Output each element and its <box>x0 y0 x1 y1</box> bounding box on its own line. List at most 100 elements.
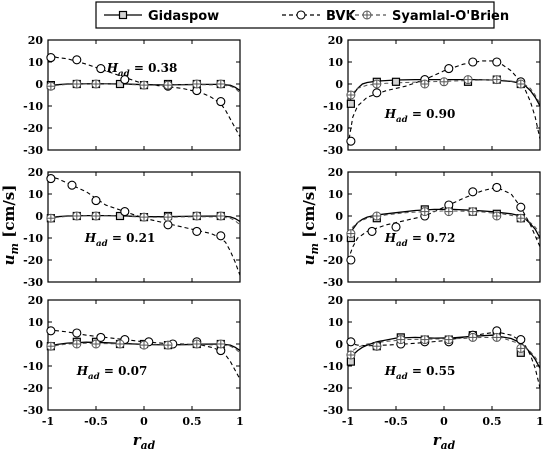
data-point-plus-circle <box>469 333 477 341</box>
y-tick-label: -30 <box>23 404 43 417</box>
y-tick-label: 0 <box>335 210 343 223</box>
legend-label: Syamlal-O'Brien <box>392 9 509 24</box>
data-point-plus-circle <box>373 342 381 350</box>
y-tick-label: -30 <box>323 276 343 289</box>
data-point-plus-circle <box>116 340 124 348</box>
y-tick-label: -20 <box>323 382 343 395</box>
data-point-circle <box>217 98 225 106</box>
legend-marker <box>363 11 371 19</box>
plot-frame <box>48 300 240 410</box>
y-tick-label: -20 <box>323 122 343 135</box>
x-tick-label: -1 <box>42 415 54 428</box>
x-tick-label: 0 <box>140 415 148 428</box>
data-point-plus-circle <box>47 214 55 222</box>
data-point-square <box>393 78 400 85</box>
x-tick-label: 0.5 <box>182 415 201 428</box>
data-point-circle <box>47 54 55 62</box>
y-tick-label: -20 <box>323 254 343 267</box>
data-point-plus-circle <box>193 340 201 348</box>
data-point-circle <box>347 256 355 264</box>
y-tick-label: 20 <box>328 294 344 307</box>
y-tick-label: 0 <box>335 338 343 351</box>
y-tick-label: -10 <box>23 232 43 245</box>
y-axis-label-text: um [cm/s] <box>0 185 21 266</box>
panel-4: -1 -0.5 0 0.5 1 20 10 0 -10 -20 -30 Had = 0.07 <box>23 294 244 428</box>
data-point-circle <box>73 329 81 337</box>
data-point-circle <box>493 58 501 66</box>
data-point-plus-circle <box>373 80 381 88</box>
y-tick-label: -30 <box>323 144 343 157</box>
data-point-plus-circle <box>164 213 172 221</box>
data-point-plus-circle <box>217 212 225 220</box>
data-point-plus-circle <box>164 81 172 89</box>
y-tick-label: 20 <box>28 166 44 179</box>
data-point-plus-circle <box>140 81 148 89</box>
panel-1: 20 10 0 -10 -20 -30 Had = 0.90 <box>323 34 540 157</box>
data-point-plus-circle <box>440 78 448 86</box>
data-point-plus-circle <box>421 336 429 344</box>
data-point-plus-circle <box>47 82 55 90</box>
y-tick-label: 20 <box>28 294 44 307</box>
y-tick-label: -30 <box>23 144 43 157</box>
data-point-circle <box>469 188 477 196</box>
y-tick-label: -30 <box>323 404 343 417</box>
x-tick-label: -1 <box>342 415 354 428</box>
data-point-plus-circle <box>73 340 81 348</box>
y-axis-label-0: um [cm/s] <box>0 185 21 266</box>
x-tick-label: 1 <box>236 415 244 428</box>
data-point-plus-circle <box>92 212 100 220</box>
plot-frame <box>348 300 540 410</box>
data-point-plus-circle <box>493 76 501 84</box>
x-tick-label: 0 <box>440 415 448 428</box>
data-point-plus-circle <box>469 208 477 216</box>
data-point-plus-circle <box>373 212 381 220</box>
data-point-plus-circle <box>193 212 201 220</box>
legend-marker <box>297 11 305 19</box>
data-point-plus-circle <box>140 213 148 221</box>
panel-5: -1 -0.5 0 0.5 1 20 10 0 -10 -20 -30 Had = 0.55 <box>323 294 544 428</box>
data-point-circle <box>97 65 105 73</box>
data-point-plus-circle <box>73 80 81 88</box>
plot-frame <box>48 172 240 282</box>
y-tick-label: -10 <box>23 360 43 373</box>
data-point-circle <box>164 221 172 229</box>
data-point-plus-circle <box>347 351 355 359</box>
data-point-circle <box>445 65 453 73</box>
y-tick-label: -20 <box>23 122 43 135</box>
y-tick-label: 0 <box>335 78 343 91</box>
data-point-plus-circle <box>73 212 81 220</box>
data-point-circle <box>517 203 525 211</box>
data-point-plus-circle <box>193 80 201 88</box>
data-point-plus-circle <box>347 230 355 238</box>
panel-2: 20100-10-20-30Had = 0.21 <box>23 166 240 289</box>
data-point-circle <box>517 336 525 344</box>
data-point-plus-circle <box>517 214 525 222</box>
data-point-plus-circle <box>92 340 100 348</box>
y-tick-label: 20 <box>328 34 344 47</box>
data-point-plus-circle <box>140 341 148 349</box>
plot-frame <box>348 172 540 282</box>
data-point-plus-circle <box>47 342 55 350</box>
data-point-plus-circle <box>464 76 472 84</box>
y-tick-label: 20 <box>328 166 344 179</box>
data-point-plus-circle <box>92 80 100 88</box>
data-point-circle <box>193 227 201 235</box>
y-tick-label: -10 <box>323 360 343 373</box>
y-tick-label: 10 <box>28 188 44 201</box>
data-point-circle <box>92 197 100 205</box>
data-point-plus-circle <box>445 208 453 216</box>
data-point-plus-circle <box>493 212 501 220</box>
y-tick-label: 10 <box>328 316 344 329</box>
x-tick-label: -0.5 <box>84 415 108 428</box>
data-point-circle <box>47 327 55 335</box>
y-tick-label: -30 <box>23 276 43 289</box>
data-point-circle <box>469 58 477 66</box>
legend-label: BVK <box>326 9 356 24</box>
data-point-plus-circle <box>517 80 525 88</box>
x-tick-label: 1 <box>536 415 544 428</box>
data-point-plus-circle <box>347 91 355 99</box>
data-point-plus-circle <box>445 336 453 344</box>
data-point-circle <box>347 137 355 145</box>
data-point-circle <box>368 227 376 235</box>
